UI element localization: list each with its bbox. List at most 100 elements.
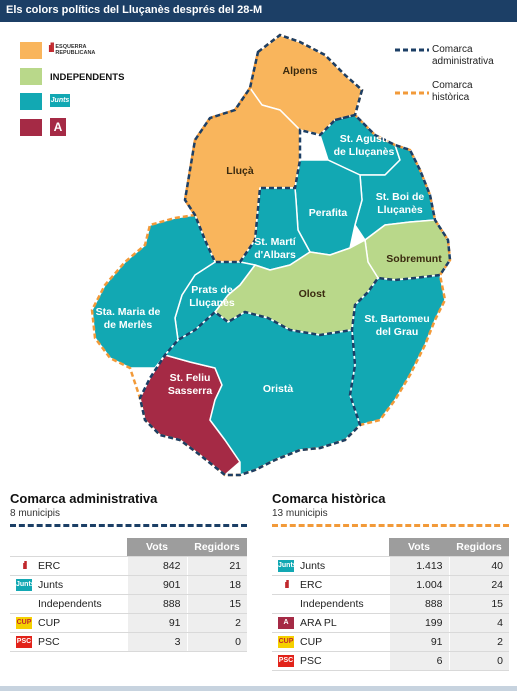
admin-dashline <box>10 524 247 527</box>
junts-icon: Junts <box>16 579 35 592</box>
label-st-feliu-1: St. Feliu <box>170 372 211 384</box>
admin-results-table: Vots Regidors ıll ERC 842 21 Junts Junts 901 18… <box>10 538 247 652</box>
seats-cell: 2 <box>186 613 247 633</box>
bottom-rule <box>0 686 517 691</box>
party-cell: CUP CUP <box>272 632 389 652</box>
label-prats-1: Prats de <box>191 284 233 296</box>
seats-cell: 15 <box>448 594 509 614</box>
table-row: A ARA PL 199 4 <box>272 613 509 633</box>
erc-icon: ıll <box>284 579 289 592</box>
party-name: CUP <box>38 616 61 629</box>
admin-border-key <box>395 48 429 52</box>
label-st-marti-2: d'Albars <box>254 249 296 261</box>
party-name: ERC <box>300 578 323 591</box>
region-st-bartomeu <box>349 274 446 426</box>
independents-label: INDEPENDENTS <box>50 72 125 83</box>
title-bar: Els colors polítics del Lluçanès després… <box>0 0 517 22</box>
table-header-row: Vots Regidors <box>272 538 509 557</box>
historic-section-title: Comarca històrica <box>272 491 386 506</box>
party-cell: A ARA PL <box>272 613 389 633</box>
label-sta-maria-2: de Merlès <box>104 319 153 331</box>
votes-cell: 1.004 <box>388 575 449 595</box>
party-name: Independents <box>300 597 364 610</box>
votes-cell: 1.413 <box>388 556 449 576</box>
party-name: Junts <box>300 559 326 572</box>
cup-icon: CUP <box>278 636 294 649</box>
party-name: ERC <box>38 559 61 572</box>
party-cell: ıll ERC <box>272 575 389 595</box>
seats-cell: 2 <box>448 632 509 652</box>
label-st-bartomeu-2: del Grau <box>376 326 419 338</box>
seats-cell: 21 <box>186 556 247 576</box>
votes-cell: 91 <box>388 632 449 652</box>
historic-border-key <box>395 91 429 95</box>
table-row: ıll ERC 1.004 24 <box>272 575 509 595</box>
votes-cell: 3 <box>126 632 187 652</box>
table-row: CUP CUP 91 2 <box>272 632 509 652</box>
votes-cell: 888 <box>126 594 187 614</box>
label-prats-2: Lluçanès <box>189 297 235 309</box>
label-st-feliu-2: Sasserra <box>168 385 213 397</box>
label-alpens: Alpens <box>282 65 317 77</box>
blank-icon <box>16 598 32 610</box>
table-row: PSC PSC 6 0 <box>272 651 509 671</box>
map: Alpens Lluçà St. Agustí de Lluçanès St. … <box>90 33 452 477</box>
seats-cell: 15 <box>186 594 247 614</box>
label-st-bartomeu-1: St. Bartomeu <box>364 313 429 325</box>
seats-cell: 0 <box>186 632 247 652</box>
legend-junts-swatch <box>20 93 42 110</box>
page-title: Els colors polítics del Lluçanès després… <box>6 4 263 16</box>
party-cell: PSC PSC <box>272 651 389 671</box>
ara-logo: A <box>50 118 66 136</box>
votes-cell: 6 <box>388 651 449 671</box>
label-lluca: Lluçà <box>226 165 254 177</box>
label-orista: Oristà <box>263 383 294 395</box>
erc-flag-icon: ıll <box>48 40 55 55</box>
seats-cell: 40 <box>448 556 509 576</box>
table-row: ıll ERC 842 21 <box>10 556 247 576</box>
label-olost: Olost <box>299 288 326 300</box>
votes-cell: 888 <box>388 594 449 614</box>
historic-section-subtitle: 13 municipis <box>272 508 328 519</box>
blank-icon <box>278 598 294 610</box>
seats-cell: 18 <box>186 575 247 595</box>
party-cell: Junts Junts <box>10 575 127 595</box>
admin-section-subtitle: 8 municipis <box>10 508 61 519</box>
admin-section-title: Comarca administrativa <box>10 491 158 506</box>
label-st-boi-1: St. Boi de <box>376 191 425 203</box>
label-st-boi-2: Lluçanès <box>377 204 423 216</box>
votes-header: Vots <box>127 538 187 557</box>
label-st-marti-1: St. Martí <box>254 236 297 248</box>
votes-header: Vots <box>389 538 449 557</box>
party-cell: Independents <box>272 594 389 614</box>
seats-cell: 0 <box>448 651 509 671</box>
party-name: ARA PL <box>300 616 337 629</box>
table-row: Independents 888 15 <box>272 594 509 614</box>
party-name: PSC <box>38 635 60 648</box>
legend-erc-swatch <box>20 42 42 59</box>
party-cell: ıll ERC <box>10 556 127 576</box>
table-row: PSC PSC 3 0 <box>10 632 247 652</box>
historic-dashline <box>272 524 509 527</box>
label-st-agusti-1: St. Agustí <box>340 133 390 145</box>
ara-icon: A <box>278 617 294 630</box>
erc-logo: ıll ESQUERRA REPUBLICANA <box>48 40 96 56</box>
table-row: Junts Junts 901 18 <box>10 575 247 595</box>
legend-independents-swatch <box>20 68 42 85</box>
admin-border-key-label: Comarca administrativa <box>432 44 494 67</box>
psc-icon: PSC <box>16 636 32 649</box>
party-cell: PSC PSC <box>10 632 127 652</box>
table-row: CUP CUP 91 2 <box>10 613 247 633</box>
erc-icon: ıll <box>22 560 27 573</box>
historic-results-table: Vots Regidors Junts Junts 1.413 40 ıll ERC 1.0… <box>272 538 509 671</box>
junts-logo: Junts <box>50 94 70 107</box>
label-sta-maria-1: Sta. Maria de <box>96 306 161 318</box>
legend-ara-swatch <box>20 119 42 136</box>
label-sobremunt: Sobremunt <box>386 253 442 265</box>
cup-icon: CUP <box>16 617 32 630</box>
party-cell: CUP CUP <box>10 613 127 633</box>
seats-header: Regidors <box>187 538 247 557</box>
votes-cell: 901 <box>126 575 187 595</box>
party-name: Junts <box>38 578 64 591</box>
party-cell: Junts Junts <box>272 556 389 576</box>
